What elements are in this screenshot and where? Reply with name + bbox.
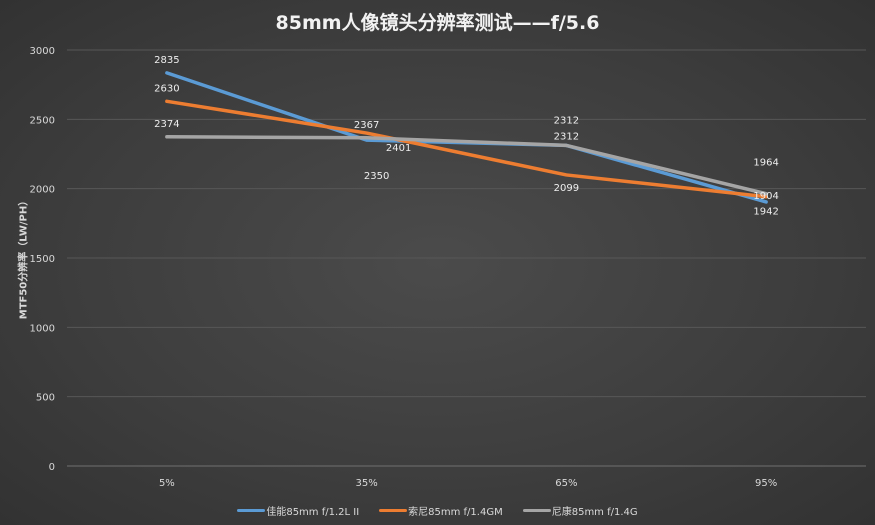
series-line-1 [165,99,768,199]
legend-label: 佳能85mm f/1.2L II [266,507,360,518]
x-tick-label: 5% [159,478,175,489]
legend-item: 索尼85mm f/1.4GM [379,503,503,518]
data-label: 2312 [554,131,579,142]
legend: 佳能85mm f/1.2L II 索尼85mm f/1.4GM 尼康85mm f/1… [0,503,875,518]
y-tick-label: 0 [49,462,55,473]
y-tick-label: 2000 [30,185,55,196]
data-label: 1964 [753,158,778,169]
data-label: 1904 [753,191,778,202]
y-tick-label: 2500 [30,115,55,126]
x-tick-label: 35% [356,478,378,489]
legend-swatch [379,509,408,512]
data-label: 2312 [554,115,579,126]
data-label: 2835 [154,55,179,66]
data-label: 2401 [386,143,411,154]
legend-item: 尼康85mm f/1.4G [522,503,638,518]
legend-item: 佳能85mm f/1.2L II [237,503,359,518]
legend-label: 尼康85mm f/1.4G [551,507,638,518]
legend-label: 索尼85mm f/1.4GM [408,507,503,518]
data-label: 1942 [753,207,778,218]
legend-swatch [522,509,551,512]
x-tick-label: 65% [555,478,577,489]
chart-title: 85mm人像镜头分辨率测试——f/5.6 [275,12,600,34]
data-label: 2367 [354,120,379,131]
legend-swatch [237,509,266,512]
y-tick-label: 3000 [30,46,55,57]
y-tick-label: 1500 [30,254,55,265]
y-tick-label: 1000 [30,323,55,334]
data-label: 2099 [554,183,579,194]
data-label: 2630 [154,83,179,94]
series-line-2 [165,135,768,196]
x-tick-label: 95% [755,478,777,489]
data-label: 2374 [154,119,179,130]
data-label: 2350 [364,171,389,182]
y-tick-label: 500 [36,393,55,404]
